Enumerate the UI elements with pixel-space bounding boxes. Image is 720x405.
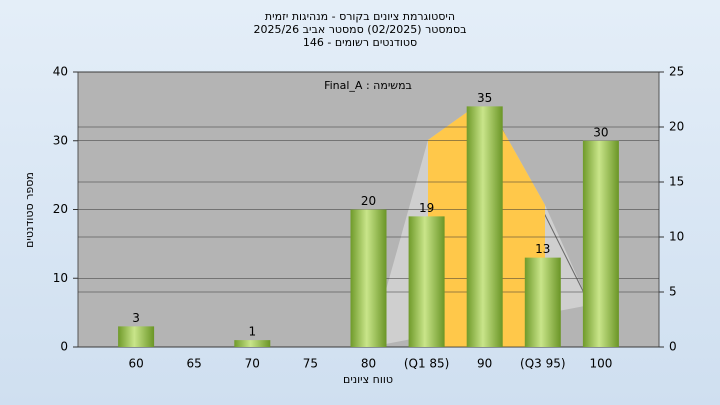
y-tick-label: 40 — [53, 65, 68, 79]
y-axis-label: מספר סטודנטים — [23, 172, 36, 248]
y2-tick-label: 15 — [669, 175, 684, 189]
value-label: 1 — [248, 325, 256, 339]
y-tick-label: 10 — [53, 271, 68, 285]
y-tick-label: 30 — [53, 133, 68, 147]
y2-tick-label: 25 — [669, 65, 684, 79]
x-tick-label: 80 — [361, 357, 376, 371]
chart-subtitle: סטודנטים רשומים - 146 — [303, 36, 417, 49]
x-tick-label: (Q3 95) — [520, 357, 566, 371]
chart-title: היסטוגרמת ציונים בקורס - מנהיגות יזמית — [265, 10, 455, 23]
value-label: 13 — [535, 242, 550, 256]
x-tick-label: (Q1 85) — [404, 357, 450, 371]
value-label: 30 — [593, 125, 608, 139]
x-tick-label: 100 — [589, 357, 612, 371]
y2-tick-label: 20 — [669, 120, 684, 134]
y2-tick-label: 10 — [669, 230, 684, 244]
bar — [466, 106, 503, 347]
bar — [408, 216, 445, 347]
bar — [524, 257, 561, 347]
x-tick-label: 90 — [477, 357, 492, 371]
bar — [582, 140, 619, 347]
bar — [118, 326, 155, 347]
y2-tick-label: 0 — [669, 340, 677, 354]
value-label: 20 — [361, 194, 376, 208]
value-label: 3 — [132, 311, 140, 325]
x-tick-label: 60 — [128, 357, 143, 371]
y2-tick-label: 5 — [669, 285, 677, 299]
value-label: 19 — [419, 201, 434, 215]
y-tick-label: 0 — [60, 340, 68, 354]
annotation: Final_A : במשימה — [324, 79, 412, 92]
x-tick-label: 65 — [187, 357, 202, 371]
value-label: 35 — [477, 91, 492, 105]
bar — [234, 340, 271, 347]
x-tick-label: 70 — [245, 357, 260, 371]
chart-subtitle: בסמסטר (02/2025) סמסטר אביב 2025/26 — [253, 23, 466, 36]
y-tick-label: 20 — [53, 202, 68, 216]
x-tick-label: 75 — [303, 357, 318, 371]
bar — [350, 209, 387, 347]
x-axis-label: טווח ציונים — [343, 373, 393, 386]
